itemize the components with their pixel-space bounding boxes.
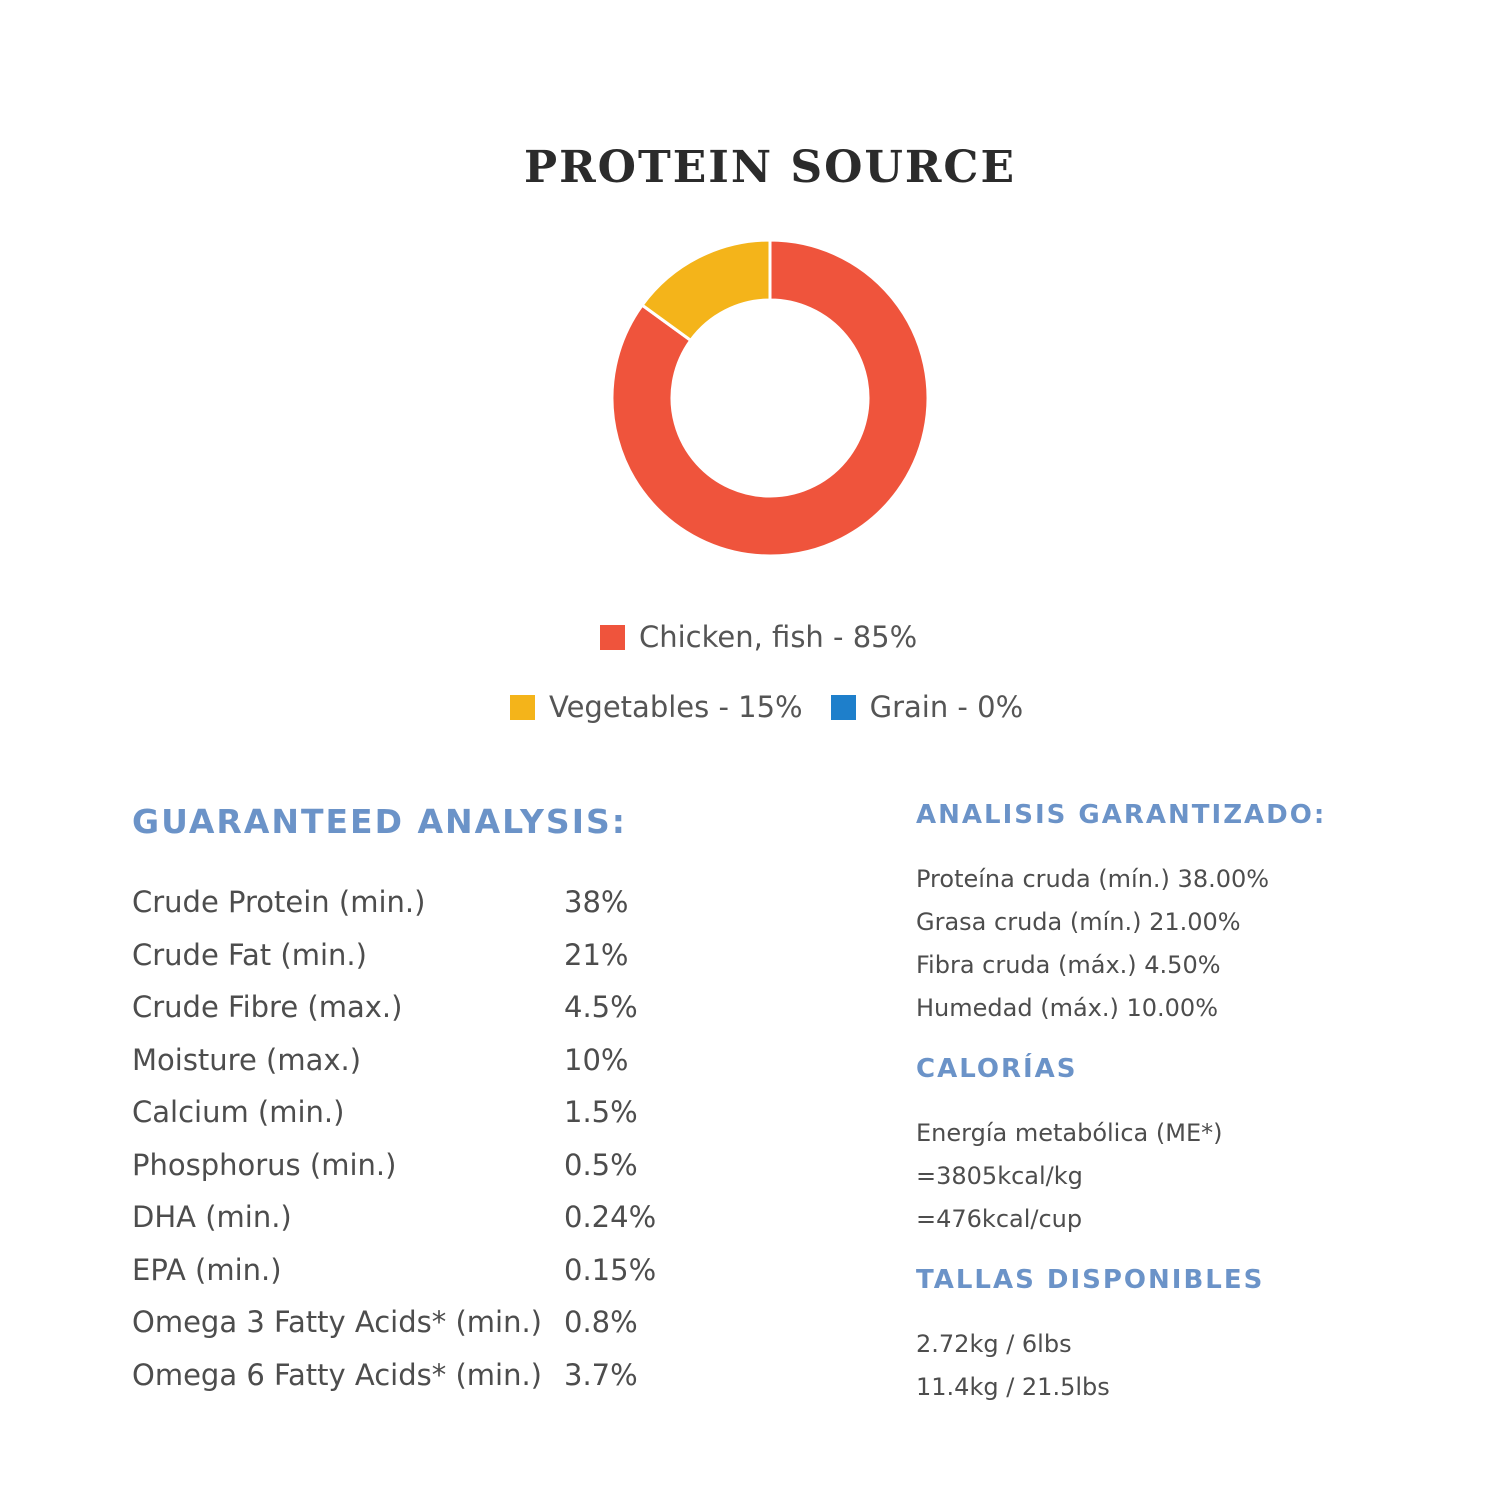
row-label: DHA (min.) (132, 1200, 292, 1235)
list-item: =476kcal/cup (916, 1205, 1083, 1233)
calorias-list: Energía metabólica (ME*) =3805kcal/kg =4… (916, 1112, 1476, 1241)
row-value: 10% (564, 1042, 629, 1077)
table-row: Crude Protein (min.) 38% (132, 876, 692, 929)
table-row: DHA (min.) 0.24% (132, 1191, 692, 1244)
row-label: Crude Fat (min.) (132, 937, 367, 972)
row-label: Omega 3 Fatty Acids* (min.) (132, 1305, 542, 1340)
list-item: =3805kcal/kg (916, 1162, 1083, 1190)
table-row: EPA (min.) 0.15% (132, 1244, 692, 1297)
list-item: Energía metabólica (ME*) (916, 1119, 1223, 1147)
legend-item-grain: Grain - 0% (830, 690, 1024, 724)
tallas-heading: TALLAS DISPONIBLES (916, 1265, 1265, 1295)
legend-label-chicken-fish: Chicken, fish - 85% (639, 620, 918, 654)
row-value: 0.15% (564, 1252, 657, 1287)
row-label: Phosphorus (min.) (132, 1147, 397, 1182)
row-label: EPA (min.) (132, 1252, 282, 1287)
list-item: Proteína cruda (mín.) 38.00% (916, 865, 1270, 893)
table-row: Omega 3 Fatty Acids* (min.) 0.8% (132, 1296, 692, 1349)
legend-swatch-chicken-fish (600, 624, 625, 650)
row-value: 3.7% (564, 1357, 638, 1392)
list-item: Humedad (máx.) 10.00% (916, 994, 1218, 1022)
row-label: Calcium (min.) (132, 1095, 345, 1130)
row-value: 0.8% (564, 1305, 638, 1340)
row-label: Omega 6 Fatty Acids* (min.) (132, 1357, 542, 1392)
legend-row-2: Vegetables - 15% Grain - 0% (510, 690, 1023, 724)
table-row: Omega 6 Fatty Acids* (min.) 3.7% (132, 1349, 692, 1402)
list-item: 11.4kg / 21.5lbs (916, 1373, 1110, 1401)
spanish-info-column: ANALISIS GARANTIZADO: Proteína cruda (mí… (916, 800, 1476, 1409)
row-value: 1.5% (564, 1095, 638, 1130)
legend-label-vegetables: Vegetables - 15% (549, 690, 803, 724)
analisis-garantizado-list: Proteína cruda (mín.) 38.00% Grasa cruda… (916, 858, 1476, 1030)
row-value: 0.24% (564, 1200, 657, 1235)
table-row: Calcium (min.) 1.5% (132, 1086, 692, 1139)
row-label: Crude Protein (min.) (132, 885, 426, 920)
analisis-garantizado-heading: ANALISIS GARANTIZADO: (916, 800, 1327, 830)
table-row: Crude Fibre (max.) 4.5% (132, 981, 692, 1034)
list-item: 2.72kg / 6lbs (916, 1330, 1072, 1358)
calorias-heading: CALORÍAS (916, 1054, 1078, 1084)
list-item: Grasa cruda (mín.) 21.00% (916, 908, 1241, 936)
table-row: Crude Fat (min.) 21% (132, 929, 692, 982)
row-value: 4.5% (564, 990, 638, 1025)
row-value: 21% (564, 937, 629, 972)
guaranteed-analysis-heading: GUARANTEED ANALYSIS: (132, 802, 627, 841)
tallas-list: 2.72kg / 6lbs 11.4kg / 21.5lbs (916, 1323, 1476, 1409)
chart-title: PROTEIN SOURCE (524, 142, 1016, 193)
legend-swatch-grain (830, 694, 856, 720)
donut-chart (610, 238, 930, 558)
legend-label-grain: Grain - 0% (869, 690, 1024, 724)
legend-swatch-vegetables (510, 694, 535, 720)
row-label: Crude Fibre (max.) (132, 990, 403, 1025)
row-label: Moisture (max.) (132, 1042, 362, 1077)
legend-item-vegetables: Vegetables - 15% (510, 690, 803, 724)
donut-slice-vegetables (640, 238, 772, 343)
list-item: Fibra cruda (máx.) 4.50% (916, 951, 1221, 979)
legend-row-1: Chicken, fish - 85% (600, 620, 917, 654)
guaranteed-analysis-table: Crude Protein (min.) 38% Crude Fat (min.)… (132, 876, 692, 1401)
legend-item-chicken-fish: Chicken, fish - 85% (600, 620, 917, 654)
row-value: 0.5% (564, 1147, 638, 1182)
table-row: Phosphorus (min.) 0.5% (132, 1139, 692, 1192)
table-row: Moisture (max.) 10% (132, 1034, 692, 1087)
donut-slice-chicken-fish (610, 238, 930, 558)
row-value: 38% (564, 885, 629, 920)
